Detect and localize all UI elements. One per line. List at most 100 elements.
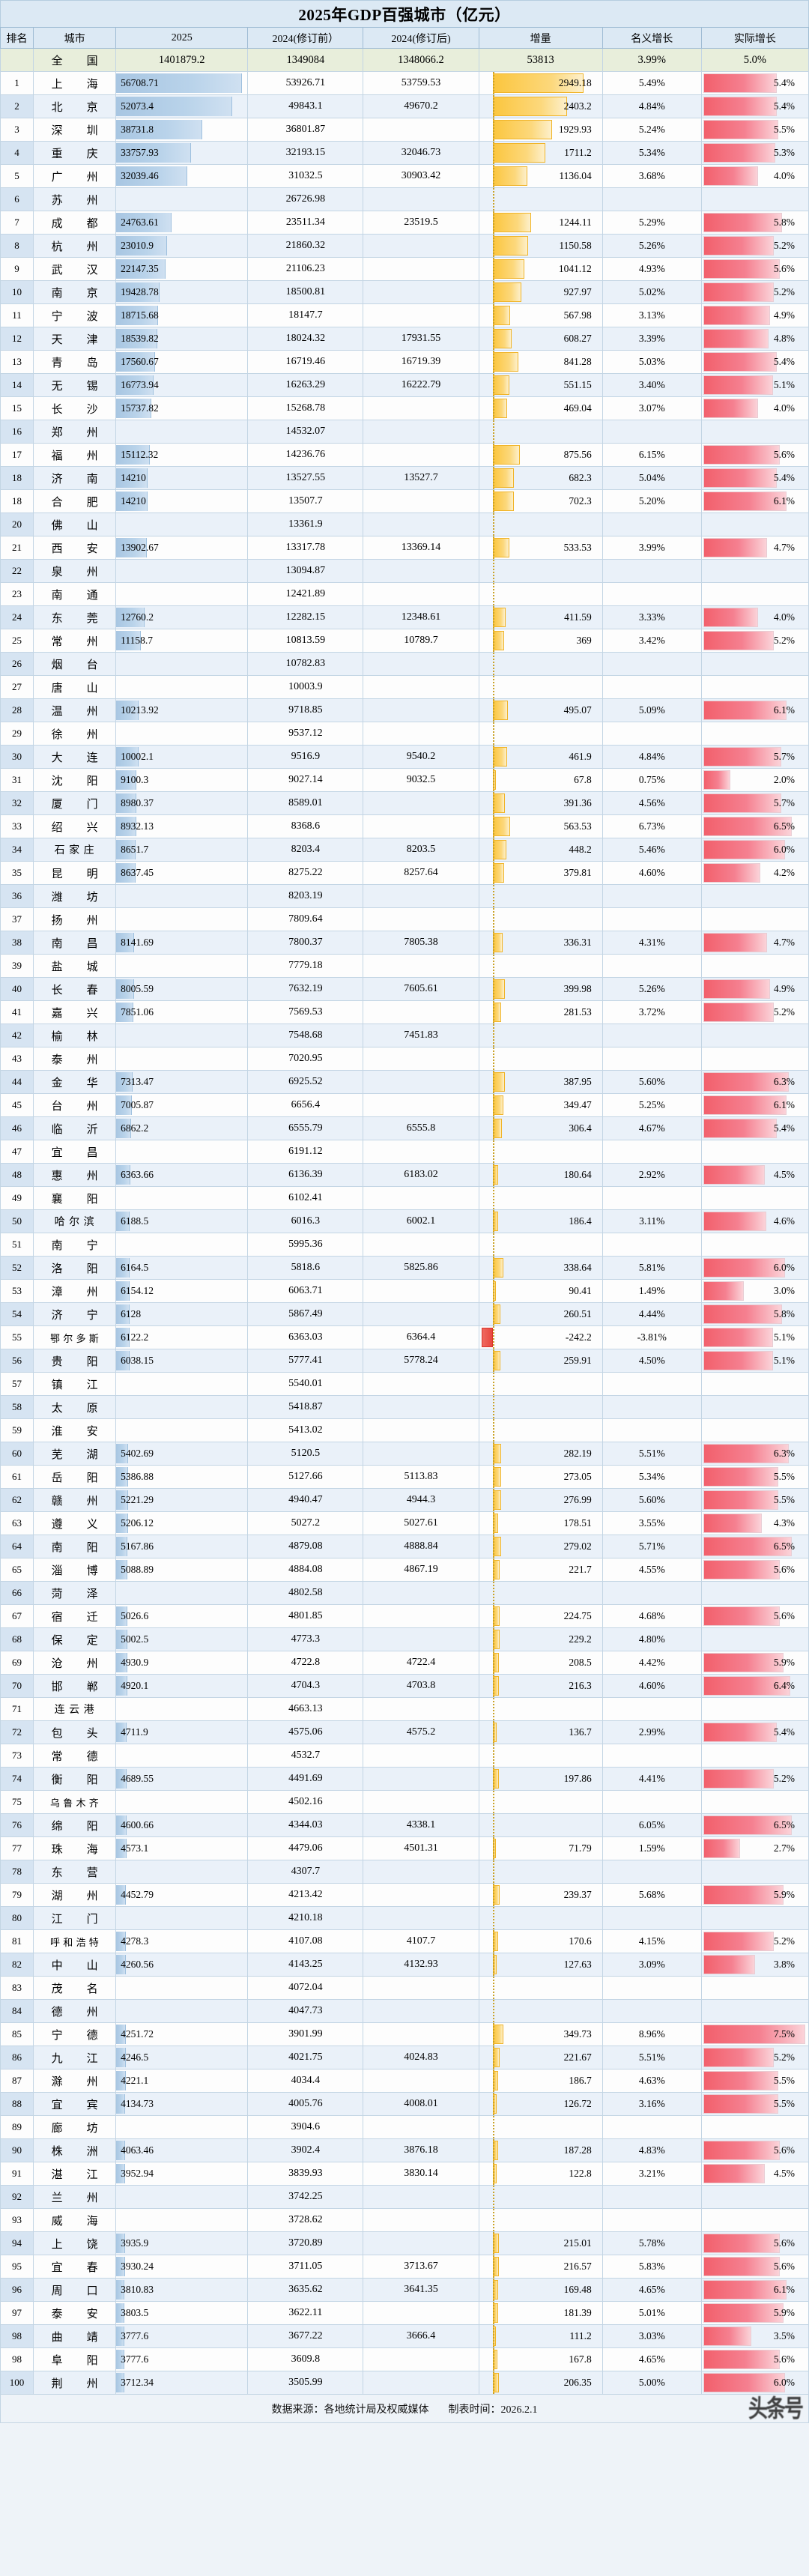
row-rank: 83 [0,1976,34,2000]
row-gdp-2024-pre: 6102.41 [247,1186,364,1210]
row-rank: 72 [0,1720,34,1744]
row-gdp-2024-post [363,698,479,722]
row-increment-cell [478,1860,603,1884]
bar-gdp-2025 [116,608,145,627]
row-city: 淮安 [33,1418,117,1442]
row-real-growth: 5.8% [773,1308,795,1319]
row-increment-cell [478,513,603,536]
city-name: 芜湖 [51,1448,98,1461]
row-increment: 216.3 [569,1680,592,1691]
bar-increment [492,282,521,302]
bar-gdp-2025 [116,840,136,859]
row-gdp-2024-post: 7805.38 [363,931,479,955]
bar-real-growth [703,2094,778,2114]
row-nominal-growth-cell [602,722,702,746]
increment-axis [492,2116,494,2138]
row-real-growth-cell: 4.6% [700,1209,809,1233]
increment-axis [492,327,494,350]
city-name: 滁州 [51,2075,98,2088]
row-nominal-growth: 6.73% [638,820,665,832]
row-gdp-2024-post: 10789.7 [363,629,479,653]
table-row: 49 襄阳 6102.41 [0,1186,809,1210]
city-name: 济南 [51,473,98,486]
row-increment-cell: 306.4 [478,1116,603,1140]
bar-real-growth [703,1281,745,1301]
city-name: 周口 [51,2285,98,2297]
row-nominal-growth-cell: 3.99% [602,536,702,560]
row-real-growth-cell [700,1418,809,1442]
table-row: 26 烟台 10782.83 [0,652,809,676]
increment-axis [492,72,494,94]
row-nominal-growth-cell [602,907,702,931]
row-rank: 45 [0,1093,34,1117]
row-increment: 208.5 [569,1657,592,1668]
row-gdp-2024-post [363,907,479,931]
bar-gdp-2025 [116,2303,125,2323]
table-row: 3 深圳 38731.8 36801.87 1929.93 5.24% 5.5% [0,118,809,142]
increment-axis [492,490,494,513]
bar-real-growth [703,979,770,999]
increment-axis [492,1558,494,1581]
row-real-growth-cell: 5.6% [700,2347,809,2371]
row-rank: 32 [0,791,34,815]
row-rank: 88 [0,2092,34,2116]
increment-axis [492,1535,494,1558]
row-gdp-2025-cell [115,1186,249,1210]
row-real-growth: 4.5% [773,2168,795,2179]
row-gdp-2024-post: 49670.2 [363,94,479,118]
bar-real-growth [703,1885,784,1905]
row-gdp-2025-cell: 10213.92 [115,698,249,722]
table-row: 60 芜湖 5402.69 5120.5 282.19 5.51% 6.3% [0,1442,809,1466]
row-real-growth-cell: 6.5% [700,1535,809,1558]
increment-axis [492,2162,494,2185]
row-rank: 93 [0,2208,34,2232]
row-nominal-growth: 5.68% [638,1889,665,1900]
bar-increment [492,120,553,139]
row-nominal-growth-cell: 5.68% [602,1883,702,1907]
column-header-real: 实际增长 [700,27,809,49]
bar-gdp-2025 [116,817,136,836]
bar-gdp-2025 [116,1467,129,1487]
table-row: 24 东莞 12760.2 12282.15 12348.61 411.59 3.33% 4.… [0,605,809,629]
city-name: 赣州 [51,1495,98,1508]
row-gdp-2025: 4600.66 [121,1819,154,1830]
row-nominal-growth-cell: 5.20% [602,489,702,513]
row-real-growth-cell: 6.1% [700,698,809,722]
chart-time-note: 制表时间：2026.2.1 [448,2404,538,2416]
row-increment-cell: 215.01 [478,2231,603,2255]
row-gdp-2024-pre: 14532.07 [247,420,364,444]
row-nominal-growth-cell [602,1418,702,1442]
table-row: 71 连 云 港 4663.13 [0,1697,809,1721]
row-gdp-2025-cell: 5386.88 [115,1465,249,1489]
row-nominal-growth: 5.81% [638,1262,665,1273]
row-gdp-2025: 4260.56 [121,1959,154,1970]
row-increment-cell: 336.31 [478,931,603,955]
table-row: 70 邯郸 4920.1 4704.3 4703.8 216.3 4.60% 6.4% [0,1674,809,1698]
row-gdp-2025: 4573.1 [121,1842,149,1854]
table-row: 65 淄博 5088.89 4884.08 4867.19 221.7 4.55% 5.6% [0,1558,809,1582]
city-name: 金华 [51,1077,98,1089]
row-gdp-2025-cell [115,2185,249,2209]
row-rank: 43 [0,1047,34,1071]
table-row: 11 宁波 18715.68 18147.7 567.98 3.13% 4.9% [0,303,809,327]
increment-axis [492,1373,494,1395]
bar-gdp-2025 [116,701,139,720]
row-gdp-2025-cell: 4221.1 [115,2069,249,2093]
increment-axis [492,653,494,675]
row-gdp-2024-pre: 9718.85 [247,698,364,722]
row-gdp-2025: 10002.1 [121,751,154,762]
row-gdp-2024-pre: 5027.2 [247,1511,364,1535]
row-gdp-2025: 33757.93 [121,147,159,158]
row-rank: 7 [0,211,34,235]
row-gdp-2025: 14210 [121,472,146,483]
row-gdp-2024-post [363,1581,479,1605]
row-real-growth: 5.2% [773,1773,795,1784]
row-nominal-growth-cell: 3.21% [602,2162,702,2186]
table-row: 100 荆州 3712.34 3505.99 206.35 5.00% 6.0% [0,2371,809,2395]
row-nominal-growth: 5.26% [638,983,665,994]
row-rank: 28 [0,698,34,722]
row-real-growth: 5.2% [773,1006,795,1018]
row-gdp-2025-cell: 4689.55 [115,1767,249,1791]
increment-axis [492,1860,494,1883]
row-real-growth-cell: 5.1% [700,1349,809,1373]
